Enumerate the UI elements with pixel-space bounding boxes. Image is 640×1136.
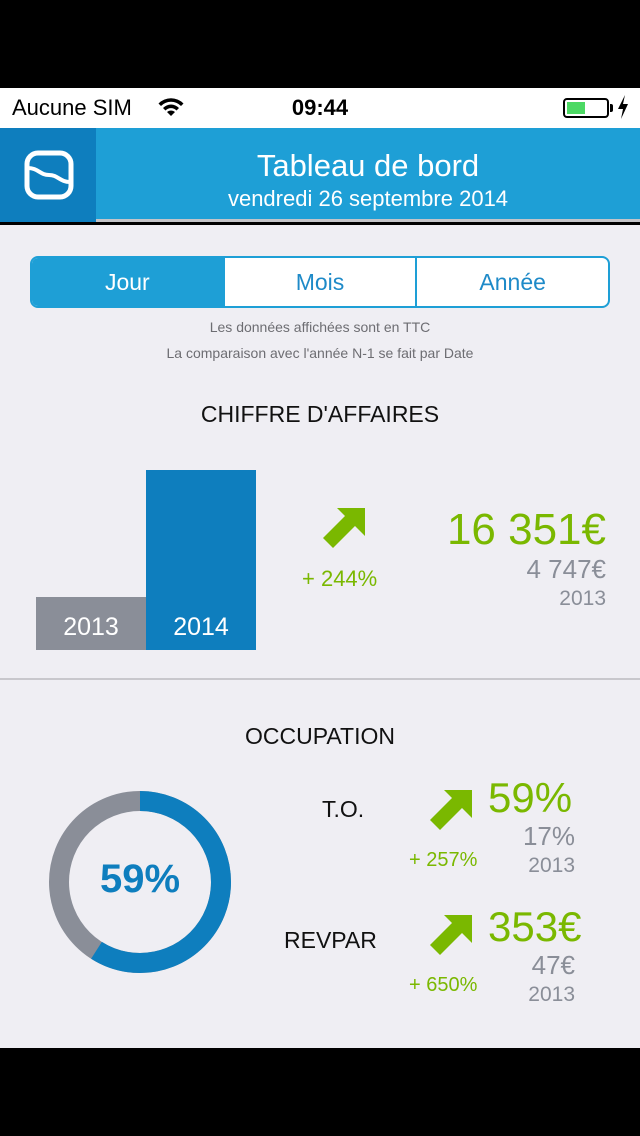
revenue-section-title: CHIFFRE D'AFFAIRES: [200, 401, 440, 427]
metric-to-previous-value: 17%: [522, 821, 575, 851]
revenue-bar-2014: 2014: [146, 470, 256, 650]
occupation-donut-chart: [49, 791, 231, 973]
metric-revpar-change: + 650%: [409, 974, 478, 996]
occupation-section-title: OCCUPATION: [245, 723, 395, 749]
revenue-change: + 244%: [302, 566, 378, 591]
app-header: Tableau de bord vendredi 26 septembre 20…: [0, 128, 640, 222]
metric-to-name: T.O.: [322, 796, 365, 822]
revenue-previous-year: 2013: [559, 587, 606, 610]
status-bar: Aucune SIM 09:44: [0, 88, 640, 128]
revenue-previous-value: 4 747€: [526, 554, 606, 584]
metric-revpar-name: REVPAR: [284, 927, 377, 953]
metric-revpar-current-value: 353€: [488, 903, 582, 950]
note-comparison: La comparaison avec l'année N-1 se fait …: [166, 345, 474, 361]
donut-center-label: 59%: [99, 857, 181, 901]
clock: 09:44: [291, 95, 349, 120]
metric-revpar-previous-year: 2013: [528, 983, 575, 1006]
tab-mois[interactable]: Mois: [222, 258, 416, 306]
arrow-up-right-icon: [323, 508, 365, 548]
app-logo-icon: [24, 150, 74, 200]
bar-label: 2014: [173, 613, 229, 641]
note-ttc: Les données affichées sont en TTC: [209, 319, 431, 335]
battery-level: [567, 102, 585, 114]
battery-tip: [610, 104, 613, 112]
page-title: Tableau de bord: [256, 148, 480, 183]
section-divider: [0, 678, 640, 680]
arrow-up-right-icon: [430, 790, 472, 830]
battery-icon: [563, 98, 609, 118]
page-date: vendredi 26 septembre 2014: [227, 186, 509, 211]
tab-annee[interactable]: Année: [415, 258, 608, 306]
revenue-bar-2013: 2013: [36, 597, 146, 650]
metric-revpar-previous-value: 47€: [531, 950, 575, 980]
period-segmented-control[interactable]: Jour Mois Année: [30, 256, 610, 308]
metric-to-current-value: 59%: [488, 774, 573, 821]
carrier-label: Aucune SIM: [12, 95, 132, 120]
metric-to-change: + 257%: [409, 849, 478, 871]
wifi-icon: [158, 98, 184, 116]
metric-to-previous-year: 2013: [528, 854, 575, 877]
bottom-bezel: [0, 1048, 640, 1136]
bar-label: 2013: [63, 613, 119, 641]
arrow-up-right-icon: [430, 915, 472, 955]
dashboard-content: Jour Mois Année Les données affichées so…: [0, 225, 640, 1048]
tab-jour[interactable]: Jour: [32, 258, 223, 306]
charging-bolt-icon: [618, 95, 628, 119]
logo-button[interactable]: [0, 128, 96, 222]
revenue-current-value: 16 351€: [446, 505, 606, 554]
